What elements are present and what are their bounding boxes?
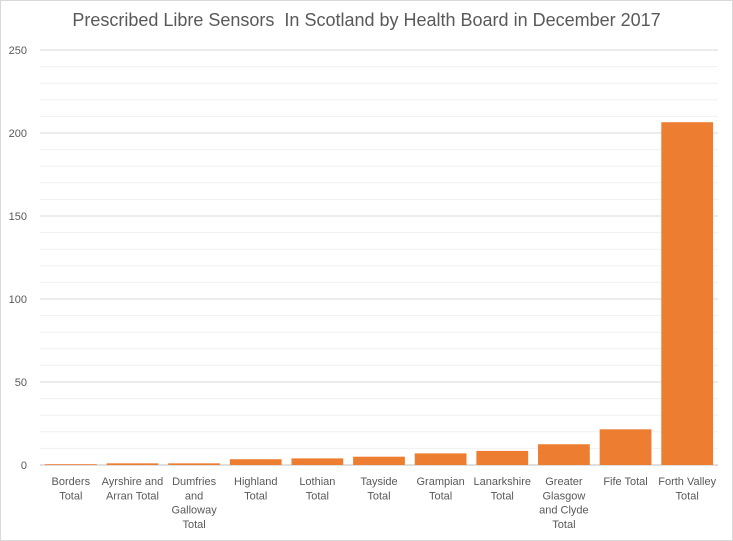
x-tick-label-line: Lanarkshire [474, 476, 531, 488]
x-tick-label: Grampian Total [416, 476, 464, 502]
x-tick-label-line: Total [676, 490, 699, 502]
x-tick-label: Greater Glasgow and Clyde Total [539, 476, 589, 531]
x-tick-label: Borders Total [52, 476, 91, 502]
x-tick-label-line: Grampian [416, 476, 464, 488]
x-tick-label-line: Total [552, 519, 575, 531]
x-tick-label-line: Arran Total [106, 490, 159, 502]
y-tick-label: 250 [9, 45, 27, 57]
x-tick-label-line: Total [59, 490, 82, 502]
x-tick-label-line: Glasgow [543, 490, 586, 502]
bar [229, 459, 282, 465]
y-tick-label: 200 [9, 128, 27, 140]
x-tick-label: Dumfries and Galloway Total [171, 476, 217, 531]
x-tick-label-line: Galloway [171, 505, 217, 517]
y-tick-label: 150 [9, 211, 27, 223]
x-tick-label-line: Dumfries [172, 476, 217, 488]
x-tick-label-line: Borders [52, 476, 91, 488]
bar [44, 464, 97, 465]
x-tick-label-line: Total [182, 519, 205, 531]
x-tick-label: Lothian Total [299, 476, 335, 502]
x-tick-label-line: Highland [234, 476, 277, 488]
x-tick-label-line: Ayrshire and [102, 476, 164, 488]
x-tick-label: Fife Total [603, 476, 647, 488]
x-tick-label-line: Tayside [360, 476, 397, 488]
bar [661, 122, 714, 466]
chart-title: Prescribed Libre Sensors In Scotland by … [72, 10, 661, 30]
x-tick-label: Highland Total [234, 476, 277, 502]
x-tick-label-line: Total [429, 490, 452, 502]
bar [414, 453, 467, 465]
bar [538, 444, 590, 465]
x-tick-label-line: Total [306, 490, 329, 502]
bar [291, 458, 344, 465]
bar [106, 463, 159, 465]
bar [476, 450, 529, 465]
y-tick-label: 50 [15, 377, 27, 389]
x-tick-label-line: Total [491, 490, 514, 502]
x-tick-label-line: and [185, 490, 203, 502]
y-tick-label: 100 [9, 294, 27, 306]
x-tick-label-line: Total [244, 490, 267, 502]
y-tick-label: 0 [21, 460, 27, 472]
x-tick-label: Ayrshire and Arran Total [102, 476, 164, 502]
x-tick-label: Tayside Total [360, 476, 397, 502]
x-tick-label-line: Total [367, 490, 390, 502]
x-tick-label: Lanarkshire Total [474, 476, 531, 502]
x-tick-label-line: Greater [545, 476, 583, 488]
x-tick-label-line: Forth Valley [658, 476, 716, 488]
x-tick-label-line: Lothian [299, 476, 335, 488]
bar [168, 463, 220, 465]
x-tick-label: Forth Valley Total [658, 476, 716, 502]
bar [599, 429, 652, 465]
x-tick-label-line: Fife Total [603, 476, 647, 488]
x-tick-label-line: and Clyde [539, 505, 589, 517]
bar [353, 456, 405, 465]
